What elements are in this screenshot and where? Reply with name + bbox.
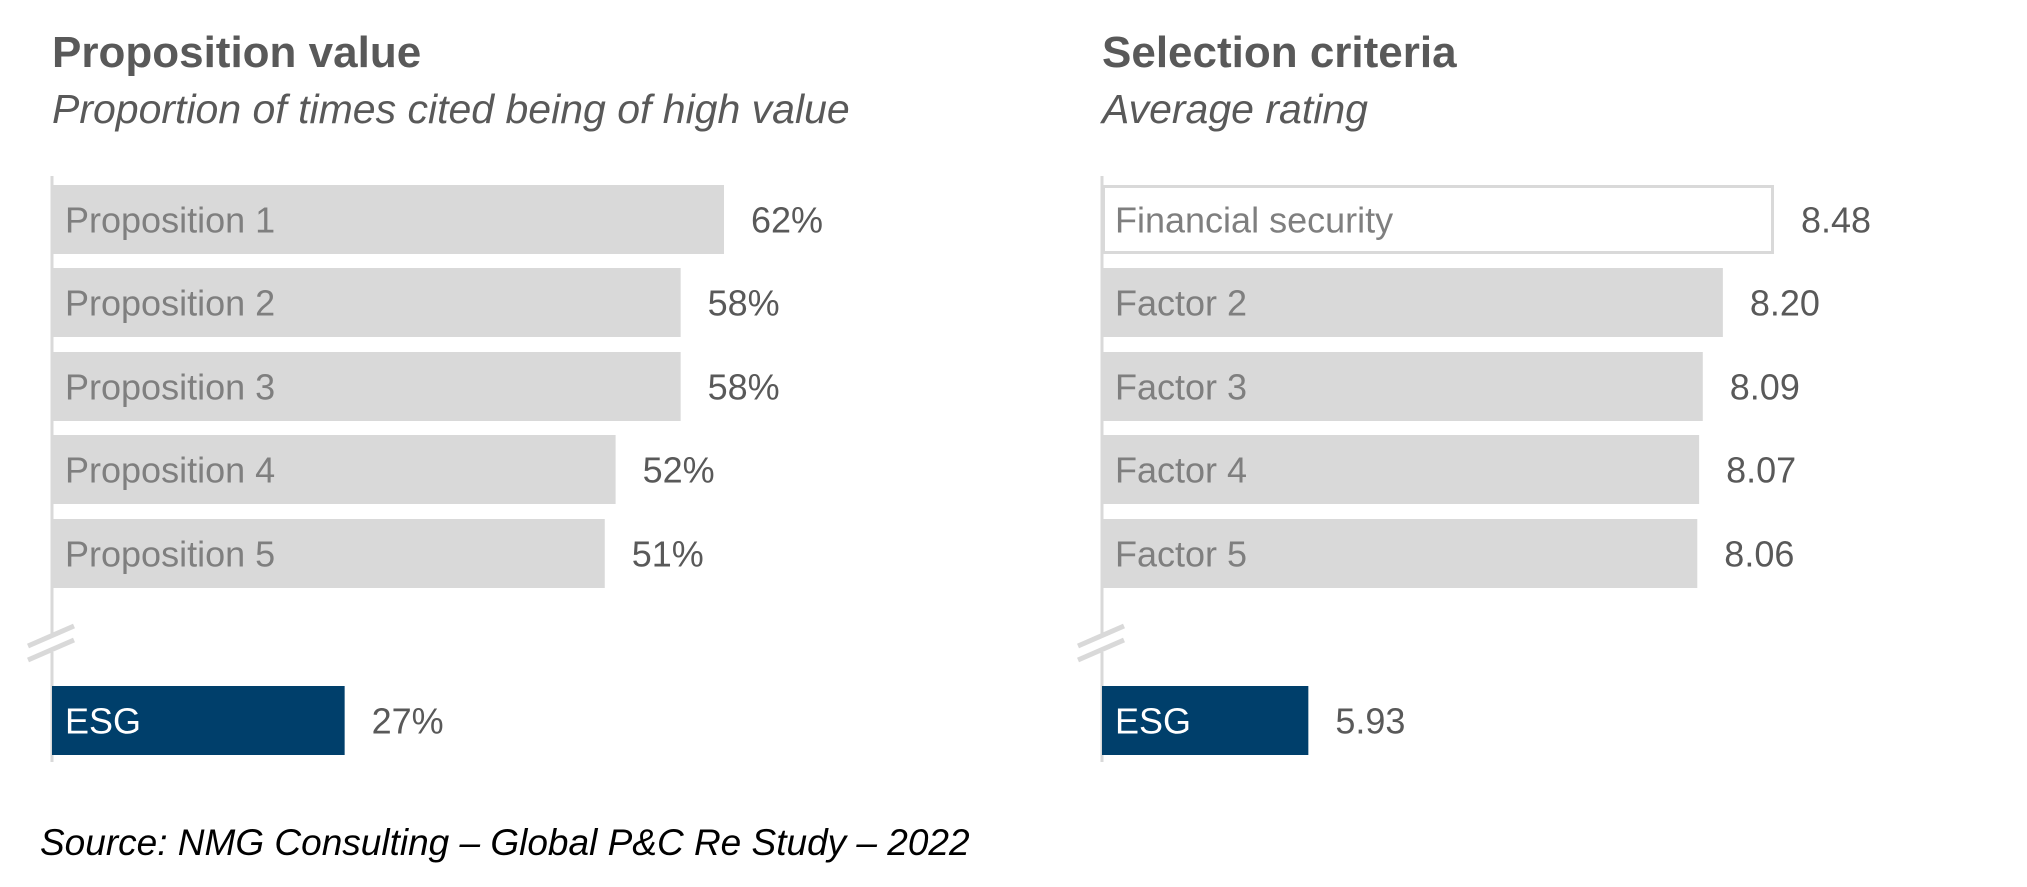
value-label: 8.09 (1730, 367, 1800, 408)
value-label: 51% (632, 534, 704, 575)
category-label: Factor 2 (1115, 283, 1247, 324)
bar-esg (1102, 686, 1309, 755)
axis-break-mark (27, 637, 75, 663)
value-label: 62% (751, 200, 823, 241)
category-label: Proposition 4 (65, 450, 275, 491)
value-label: 8.20 (1750, 283, 1820, 324)
category-label: Factor 3 (1115, 367, 1247, 408)
chart-subtitle: Proportion of times cited being of high … (52, 86, 850, 132)
bar-proposition-3 (52, 352, 681, 421)
bar-factor-3 (1102, 352, 1703, 421)
axis-break-mark (1077, 623, 1125, 649)
category-label: Proposition 2 (65, 283, 275, 324)
chart-subtitle: Average rating (1102, 86, 1368, 132)
chart-title: Selection criteria (1102, 28, 1457, 77)
axis-break-mark (27, 623, 75, 649)
proposition-value-panel: Proposition value Proportion of times ci… (0, 0, 1050, 800)
value-label: 52% (643, 450, 715, 491)
axis-break-mark (1077, 637, 1125, 663)
bar-esg (52, 686, 345, 755)
value-label: 27% (372, 701, 444, 742)
category-label: Factor 5 (1115, 534, 1247, 575)
category-label: Proposition 5 (65, 534, 275, 575)
value-label: 8.48 (1801, 200, 1871, 241)
category-label: Proposition 1 (65, 200, 275, 241)
category-label: Proposition 3 (65, 367, 275, 408)
bar-proposition-5 (52, 519, 605, 588)
bar-proposition-1 (52, 185, 724, 254)
selection-criteria-panel: Selection criteria Average rating Financ… (1050, 0, 2027, 800)
value-label: 58% (708, 367, 780, 408)
bar-factor-2 (1102, 268, 1723, 337)
category-label: ESG (1115, 701, 1191, 742)
proposition-value-chart: Proposition 1 62% Proposition 2 58% Proposit… (27, 176, 823, 762)
source-note: Source: NMG Consulting – Global P&C Re S… (40, 822, 970, 863)
category-label: ESG (65, 701, 141, 742)
bar-factor-5 (1102, 519, 1698, 588)
selection-criteria-chart: Financial security 8.48 Factor 2 8.20 Factor… (1077, 176, 1871, 762)
value-label: 8.06 (1724, 534, 1794, 575)
value-label: 8.07 (1726, 450, 1796, 491)
bar-proposition-4 (52, 435, 616, 504)
bar-factor-4 (1102, 435, 1700, 504)
category-label: Financial security (1115, 200, 1393, 241)
value-label: 58% (708, 283, 780, 324)
value-label: 5.93 (1335, 701, 1405, 742)
bar-proposition-2 (52, 268, 681, 337)
bar-financial-security (1102, 185, 1774, 254)
category-label: Factor 4 (1115, 450, 1247, 491)
chart-title: Proposition value (52, 28, 422, 77)
